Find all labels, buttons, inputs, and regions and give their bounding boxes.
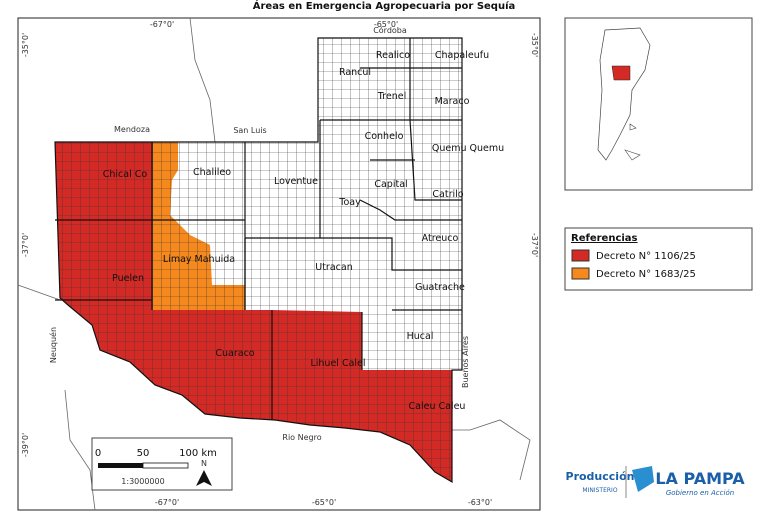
neighbor-label: Córdoba [373, 25, 407, 35]
department-label: Realico [376, 50, 410, 61]
neighbor-label: Buenos Aires [461, 336, 470, 388]
north-label: N [201, 459, 207, 468]
scale-label: 100 km [179, 448, 217, 459]
department-label: Chical Co [103, 169, 148, 180]
coord-label: -35°0' [21, 33, 30, 57]
department-label: Puelen [112, 273, 144, 284]
scale-bar: 0 50 100 km 1:3000000 N [91, 437, 233, 491]
scale-label: 0 [95, 448, 101, 459]
logo-sub: MINISTERIO [582, 487, 617, 494]
department-label: Maraco [435, 96, 470, 107]
coord-label: -35°0' [530, 33, 539, 57]
neighbor-label: San Luis [233, 126, 266, 135]
neighbor-labels: Córdoba Mendoza San Luis Neuquén Rio Neg… [48, 25, 470, 442]
title: Áreas en Emergencia Agropecuaria por Seq… [253, 0, 516, 12]
department-label: Utracan [315, 262, 352, 273]
department-label: Trenel [377, 91, 406, 102]
department-label: Atreuco [422, 233, 459, 244]
inset-map [564, 17, 753, 191]
department-label: Catrilo [432, 189, 463, 200]
neighbor-borders [17, 17, 531, 511]
province [54, 37, 463, 484]
coord-label: -37°0' [530, 233, 539, 257]
logo-province: LA PAMPA [655, 469, 745, 488]
department-label: Chapaleufu [435, 50, 489, 61]
coord-label: -65°0' [312, 498, 336, 507]
legend-label: Decreto N° 1683/25 [596, 269, 696, 280]
graticule-labels: -67°0' -65°0' -35°0' -37°0' -39°0' -35°0… [21, 20, 539, 507]
department-label: Quemu Quemu [432, 143, 504, 154]
department-labels: Realico Chapaleufu Rancul Trenel Maraco Conhe… [103, 50, 504, 412]
scale-ratio: 1:3000000 [121, 477, 164, 486]
scale-label: 50 [137, 448, 150, 459]
department-label: Rancul [339, 67, 371, 78]
coord-label: -39°0' [21, 433, 30, 457]
department-label: Cuaraco [215, 348, 254, 359]
department-label: Loventue [274, 176, 318, 187]
neighbor-label: Rio Negro [282, 433, 321, 442]
department-label: Guatrache [415, 282, 465, 293]
logo-ministry: Producción [566, 470, 635, 483]
coord-label: -65°0' [374, 20, 398, 29]
legend-swatch [571, 249, 590, 262]
department-label: Caleu Caleu [409, 401, 466, 412]
department-label: Capital [374, 179, 407, 190]
logo: Producción MINISTERIO LA PAMPA Gobierno … [566, 466, 745, 498]
coord-label: -37°0' [21, 233, 30, 257]
coord-label: -67°0' [150, 20, 174, 29]
department-label: Chalileo [193, 167, 231, 178]
legend-label: Decreto N° 1106/25 [596, 251, 696, 262]
coord-label: -67°0' [155, 498, 179, 507]
logo-slogan: Gobierno en Acción [666, 489, 734, 497]
department-label: Lihuel Calel [310, 358, 365, 369]
legend-swatch [571, 267, 590, 280]
coord-label: -63°0' [468, 498, 492, 507]
department-label: Limay Mahuida [163, 254, 235, 265]
department-label: Toay [338, 197, 361, 208]
legend: Referencias Decreto N° 1106/25 Decreto N… [564, 227, 753, 291]
department-label: Hucal [407, 331, 434, 342]
neighbor-label: Mendoza [114, 125, 150, 134]
neighbor-label: Neuquén [48, 327, 58, 363]
department-label: Conhelo [365, 131, 404, 142]
legend-title: Referencias [571, 233, 638, 244]
